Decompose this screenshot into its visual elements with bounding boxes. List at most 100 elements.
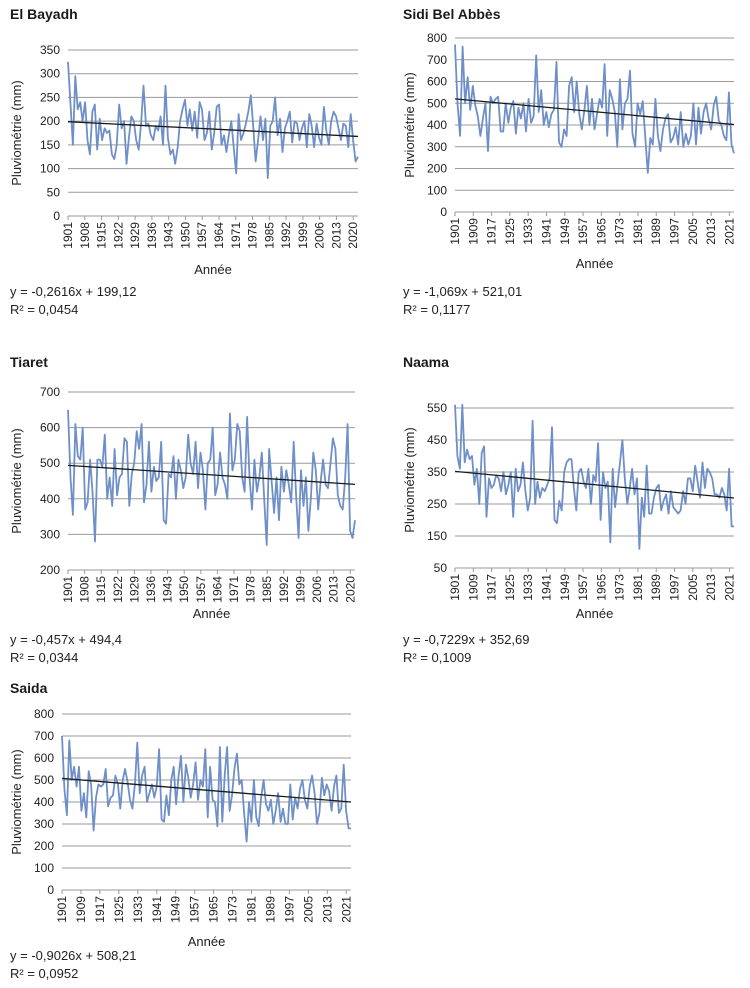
x-tick-label: 1965 <box>207 896 221 923</box>
y-tick-label: 100 <box>40 162 60 176</box>
x-tick-label: 1929 <box>127 576 141 603</box>
y-tick-label: 0 <box>440 205 447 219</box>
r-squared: R² = 0,0344 <box>10 650 79 665</box>
x-tick-label: 1922 <box>111 222 125 249</box>
chart-title: El Bayadh <box>10 6 78 22</box>
trend-equation: y = -0,9026x + 508,21 <box>10 948 137 963</box>
trend-equation: y = -0,7229x + 352,69 <box>403 632 530 647</box>
x-tick-label: 1973 <box>613 574 627 601</box>
x-tick-label: 1957 <box>188 896 202 923</box>
y-tick-label: 400 <box>40 492 60 506</box>
x-tick-label: 2005 <box>686 574 700 601</box>
x-tick-label: 1985 <box>260 576 274 603</box>
x-axis-label: Année <box>576 606 614 621</box>
y-tick-label: 600 <box>34 751 54 765</box>
x-tick-label: 1925 <box>503 574 517 601</box>
y-tick-label: 700 <box>40 385 60 399</box>
x-tick-label: 1933 <box>521 218 535 245</box>
x-tick-label: 2013 <box>704 574 718 601</box>
x-tick-label: 2013 <box>320 896 334 923</box>
trend-line <box>61 777 352 803</box>
y-tick-label: 550 <box>427 401 447 415</box>
x-tick-label: 2006 <box>310 576 324 603</box>
x-tick-label: 1922 <box>111 576 125 603</box>
x-tick-label: 2021 <box>722 218 736 245</box>
x-tick-label: 1936 <box>145 222 159 249</box>
y-tick-label: 600 <box>427 75 447 89</box>
x-tick-label: 2006 <box>313 222 327 249</box>
chart-panel-sidi-bel-abbes: Sidi Bel Abbès 0 100 200 300 400 500 600 700 800… <box>403 6 748 321</box>
x-tick-label: 1985 <box>262 222 276 249</box>
x-tick-label: 1971 <box>227 576 241 603</box>
y-tick-label: 350 <box>427 465 447 479</box>
x-tick-label: 1901 <box>448 218 462 245</box>
y-tick-label: 200 <box>40 563 60 577</box>
x-tick-label: 1957 <box>576 218 590 245</box>
r-squared: R² = 0,0952 <box>10 966 79 981</box>
x-tick-label: 1917 <box>93 896 107 923</box>
x-tick-label: 2005 <box>686 218 700 245</box>
x-tick-label: 1997 <box>668 574 682 601</box>
x-tick-label: 1973 <box>226 896 240 923</box>
chart-title: Saida <box>10 680 48 696</box>
r-squared: R² = 0,1177 <box>403 302 471 317</box>
x-axis-label: Année <box>194 262 232 277</box>
x-tick-label: 1936 <box>144 576 158 603</box>
x-tick-label: 1908 <box>78 576 92 603</box>
x-axis-label: Année <box>188 934 226 949</box>
x-tick-label: 1989 <box>649 218 663 245</box>
y-tick-label: 0 <box>53 209 60 223</box>
x-tick-label: 1941 <box>539 574 553 601</box>
series-line <box>67 409 356 547</box>
series-line <box>454 44 735 174</box>
x-tick-label: 1901 <box>61 576 75 603</box>
y-tick-label: 700 <box>427 53 447 67</box>
x-tick-label: 1943 <box>161 576 175 603</box>
trend-line <box>454 470 735 499</box>
x-tick-label: 1933 <box>521 574 535 601</box>
chart-panel-naama: Naama 50 150 250 350 450 550 1901 1909 1917 1925 1… <box>403 354 748 669</box>
x-tick-label: 1925 <box>503 218 517 245</box>
x-tick-label: 2021 <box>339 896 353 923</box>
series-line <box>67 61 359 180</box>
chart-panel-saida: Saida 0 100 200 300 400 500 600 700 800 1901 1909 1… <box>10 680 380 985</box>
y-tick-label: 200 <box>34 839 54 853</box>
trend-equation: y = -1,069x + 521,01 <box>403 284 523 299</box>
y-tick-label: 200 <box>40 114 60 128</box>
y-tick-label: 450 <box>427 433 447 447</box>
x-tick-label: 1909 <box>74 896 88 923</box>
y-tick-label: 500 <box>34 773 54 787</box>
x-tick-label: 1957 <box>194 576 208 603</box>
y-axis-label: Pluviométrie (mm) <box>403 427 417 532</box>
x-tick-label: 1950 <box>177 576 191 603</box>
x-tick-label: 1997 <box>668 218 682 245</box>
y-tick-label: 50 <box>47 185 61 199</box>
x-tick-label: 1999 <box>293 576 307 603</box>
y-tick-label: 200 <box>427 162 447 176</box>
x-tick-label: 1978 <box>244 576 258 603</box>
chart-sidi-bel-abbes: 0 100 200 300 400 500 600 700 800 1901 1909 1917 192… <box>403 31 736 271</box>
y-tick-label: 400 <box>427 118 447 132</box>
y-tick-label: 150 <box>40 138 60 152</box>
y-axis-label: Pluviométrie (mm) <box>10 428 24 533</box>
y-tick-label: 400 <box>34 795 54 809</box>
y-tick-label: 50 <box>434 561 448 575</box>
x-tick-label: 1992 <box>277 576 291 603</box>
trend-line <box>454 98 735 126</box>
chart-naama: 50 150 250 350 450 550 1901 1909 1917 1925 1933 194… <box>403 401 736 621</box>
y-tick-label: 100 <box>427 183 447 197</box>
y-tick-label: 500 <box>427 96 447 110</box>
x-tick-label: 2013 <box>329 222 343 249</box>
x-axis-label: Année <box>576 256 614 271</box>
y-tick-label: 500 <box>40 456 60 470</box>
x-tick-label: 1943 <box>162 222 176 249</box>
x-tick-label: 1981 <box>631 218 645 245</box>
x-tick-label: 1933 <box>131 896 145 923</box>
x-tick-label: 1915 <box>95 222 109 249</box>
x-tick-label: 1999 <box>296 222 310 249</box>
x-tick-label: 1965 <box>594 218 608 245</box>
y-tick-label: 800 <box>34 707 54 721</box>
x-tick-label: 1929 <box>128 222 142 249</box>
x-tick-label: 1992 <box>279 222 293 249</box>
